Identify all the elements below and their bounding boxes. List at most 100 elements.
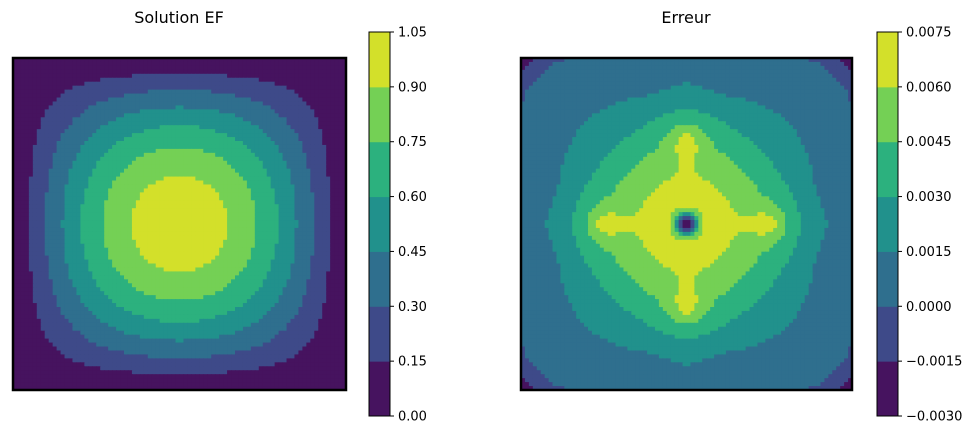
plot1-cell <box>338 101 343 107</box>
plot1-cell <box>246 204 252 209</box>
plot1-cell <box>64 251 70 257</box>
plot1-cell <box>52 144 58 150</box>
plot1-cell <box>223 239 228 245</box>
plot1-cell <box>88 227 93 233</box>
plot1-cell <box>131 279 137 284</box>
plot1-cell <box>310 188 315 193</box>
plot1-cell <box>258 243 264 249</box>
plot1-cell <box>80 267 85 273</box>
plot1-cell <box>88 61 93 67</box>
plot1-cell <box>24 129 30 134</box>
plot1-cell <box>44 144 50 150</box>
plot1-cell <box>112 164 117 170</box>
plot1-cell <box>24 216 30 221</box>
plot1-cell <box>112 224 117 229</box>
plot1-cell <box>298 251 303 257</box>
plot1-cell <box>231 160 236 166</box>
plot1-cell <box>318 235 323 241</box>
plot1-cell <box>246 89 252 95</box>
plot1-cell <box>278 227 284 233</box>
plot1-cell <box>155 208 161 213</box>
plot1-cell <box>179 81 185 87</box>
plot1-cell <box>258 208 264 213</box>
plot1-cell <box>64 287 70 292</box>
plot1-cell <box>262 271 268 276</box>
plot1-cell <box>175 77 181 83</box>
plot1-cell <box>131 89 137 95</box>
plot1-cell <box>219 176 224 182</box>
plot1-cell <box>334 73 339 79</box>
plot1-cell <box>36 109 42 114</box>
plot1-cell <box>72 105 78 110</box>
plot1-cell <box>266 85 272 91</box>
plot1-cell <box>231 93 236 99</box>
plot1-cell <box>187 220 192 225</box>
plot1-cell <box>219 61 224 67</box>
plot1-cell <box>254 133 260 138</box>
plot1-cell <box>139 172 145 178</box>
plot1-cell <box>76 283 81 288</box>
plot1-cell <box>183 144 189 150</box>
plot1-cell <box>199 69 204 75</box>
plot1-cell <box>80 176 85 182</box>
plot1-cell <box>151 164 157 170</box>
plot1-cell <box>44 73 50 79</box>
plot1-cell <box>135 69 141 75</box>
plot1-cell <box>175 58 181 63</box>
plot1-cell <box>131 61 137 67</box>
plot1-cell <box>334 172 339 178</box>
plot1-cell <box>227 65 232 71</box>
plot1-cell <box>28 267 34 273</box>
plot1-cell <box>108 77 113 83</box>
plot1-cell <box>139 89 145 95</box>
plot1-cell <box>44 204 50 209</box>
plot1-cell <box>262 109 268 114</box>
plot1-cell <box>139 69 145 75</box>
plot1-cell <box>187 216 192 221</box>
plot1-cell <box>124 279 129 284</box>
plot1-cell <box>52 65 58 71</box>
plot1-cell <box>227 251 232 257</box>
plot1-cell <box>48 291 54 296</box>
plot1-cell <box>48 129 54 134</box>
plot1-cell <box>108 168 113 174</box>
plot1-cell <box>258 235 264 241</box>
plot1-cell <box>254 243 260 249</box>
plot1-cell <box>135 263 141 269</box>
plot1-cell <box>223 109 228 114</box>
plot1-cell <box>28 89 34 95</box>
plot1-cell <box>286 133 292 138</box>
plot1-cell <box>254 176 260 182</box>
plot1-cell <box>242 113 248 118</box>
plot1-cell <box>270 168 276 174</box>
plot1-cell <box>44 156 50 162</box>
plot1-cell <box>92 231 97 237</box>
plot1-cell <box>314 101 319 107</box>
plot1-cell <box>155 216 161 221</box>
plot1-cell <box>171 61 177 67</box>
plot1-cell <box>235 263 240 269</box>
plot1-cell <box>116 220 121 225</box>
plot1-cell <box>199 208 204 213</box>
plot1-cell <box>44 220 50 225</box>
plot1-cell <box>96 152 101 158</box>
plot1-cell <box>76 220 81 225</box>
plot1-cell <box>32 144 38 150</box>
plot1-cell <box>183 81 189 87</box>
plot1-cell <box>318 247 323 253</box>
plot1-cell <box>143 101 149 107</box>
plot1-cell <box>254 105 260 110</box>
plot1-cell <box>326 81 331 87</box>
plot1-cell <box>56 255 62 261</box>
plot1-cell <box>314 287 319 292</box>
plot1-cell <box>104 200 109 205</box>
plot1-cell <box>60 239 66 245</box>
plot1-cell <box>24 271 30 276</box>
plot1-cell <box>211 97 216 103</box>
plot1-cell <box>116 168 121 174</box>
plot1-cell <box>330 200 335 205</box>
plot1-cell <box>326 93 331 99</box>
plot1-cell <box>20 275 26 280</box>
plot1-cell <box>318 204 323 209</box>
plot1-cell <box>310 204 315 209</box>
